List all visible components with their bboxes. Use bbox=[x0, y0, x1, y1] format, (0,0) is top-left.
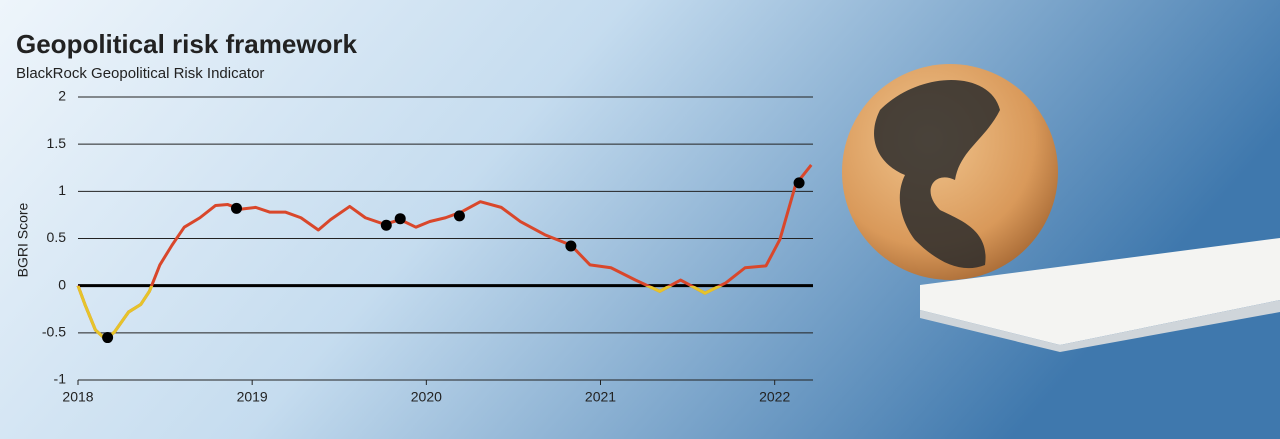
event-dot bbox=[102, 332, 114, 344]
decoration bbox=[842, 64, 1280, 352]
event-dot bbox=[230, 202, 242, 214]
data-line bbox=[76, 163, 813, 341]
event-dot bbox=[793, 177, 805, 189]
event-dot bbox=[394, 213, 406, 225]
y-tick-label: 1 bbox=[58, 182, 66, 198]
event-dot bbox=[565, 240, 577, 252]
y-axis-label: BGRI Score bbox=[15, 202, 31, 277]
event-dot bbox=[453, 210, 465, 222]
chart-subtitle: BlackRock Geopolitical Risk Indicator bbox=[16, 65, 264, 82]
event-dot bbox=[380, 219, 392, 231]
x-tick-label: 2020 bbox=[411, 389, 442, 405]
y-tick-label: -1 bbox=[54, 371, 67, 387]
y-tick-label: 1.5 bbox=[47, 135, 67, 151]
y-tick-label: 0 bbox=[58, 276, 66, 292]
chart-title: Geopolitical risk framework bbox=[16, 29, 358, 59]
x-tick-label: 2018 bbox=[62, 389, 93, 405]
y-tick-label: 2 bbox=[58, 88, 66, 104]
y-tick-label: -0.5 bbox=[42, 324, 66, 340]
y-tick-label: 0.5 bbox=[47, 229, 67, 245]
x-tick-label: 2021 bbox=[585, 389, 616, 405]
x-tick-label: 2019 bbox=[237, 389, 268, 405]
x-tick-label: 2022 bbox=[759, 389, 790, 405]
